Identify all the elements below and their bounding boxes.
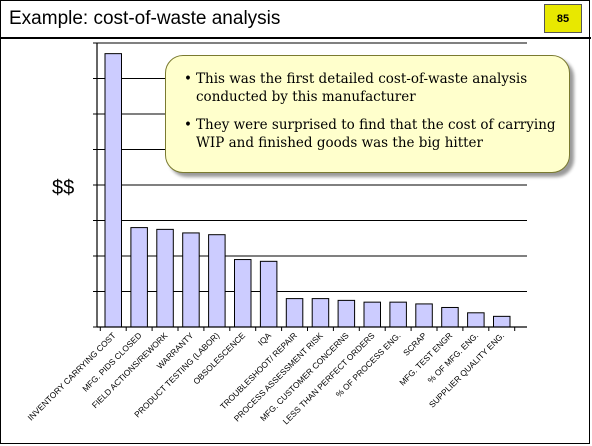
bar	[104, 53, 122, 328]
callout-bullet: This was the first detailed cost-of-wast…	[184, 70, 557, 106]
y-axis-label: $$	[52, 177, 74, 199]
callout-bullets: This was the first detailed cost-of-wast…	[184, 70, 557, 152]
chart-axes	[93, 42, 527, 331]
bar	[441, 306, 459, 328]
callout-box: This was the first detailed cost-of-wast…	[165, 55, 570, 173]
chart-bars	[104, 53, 511, 328]
bar	[259, 260, 278, 328]
callout-bullet: They were surprised to find that the cos…	[184, 116, 557, 152]
bar	[467, 312, 485, 328]
bar	[285, 298, 304, 328]
title-bar: Example: cost-of-waste analysis 85	[1, 1, 591, 39]
bar	[208, 234, 226, 328]
bar	[130, 227, 148, 328]
bar	[415, 303, 433, 328]
bar	[182, 232, 200, 328]
bar	[311, 298, 330, 328]
page-number-badge: 85	[544, 4, 582, 33]
bar	[363, 301, 381, 328]
bar	[156, 228, 174, 328]
bar	[493, 315, 511, 328]
bar	[337, 299, 356, 328]
bar	[389, 301, 407, 328]
x-tick-label: IQA	[256, 330, 274, 348]
slide-title: Example: cost-of-waste analysis	[9, 8, 281, 29]
bar	[234, 259, 252, 328]
